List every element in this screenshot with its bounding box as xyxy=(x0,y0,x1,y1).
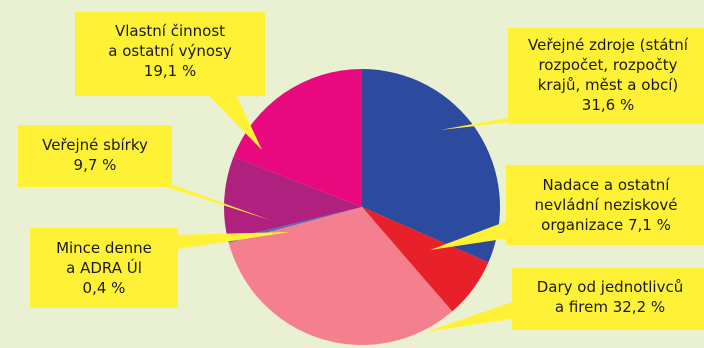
callout-label-line: organizace 7,1 % xyxy=(541,216,671,234)
callout-box-0 xyxy=(508,28,704,124)
callout-box-4 xyxy=(18,125,172,187)
callout-label-line: rozpočet, rozpočty xyxy=(538,56,677,74)
callout-box-3 xyxy=(30,228,178,308)
callout-5: Vlastní činnost a ostatní výnosy 19,1 % xyxy=(75,12,265,150)
callout-label-0: Veřejné zdroje (státní rozpočet, rozpočty… xyxy=(528,36,689,114)
callout-0: Veřejné zdroje (státní rozpočet, rozpočty… xyxy=(440,28,704,130)
callout-label-line: krajů, měst a obcí) xyxy=(538,76,679,94)
callout-label-line: Veřejné sbírky xyxy=(42,136,148,154)
pie-slice-4 xyxy=(224,156,362,240)
callout-label-line: Mince denne xyxy=(56,239,152,257)
callout-label-line: a firem 32,2 % xyxy=(555,298,665,316)
callout-pointer-4 xyxy=(150,182,270,220)
callout-pointer-2 xyxy=(425,300,518,332)
pie-slice-5 xyxy=(233,69,362,207)
callout-label-2: Dary od jednotlivců a firem 32,2 % xyxy=(537,278,683,316)
callout-label-5: Vlastní činnost a ostatní výnosy 19,1 % xyxy=(108,22,232,80)
callout-4: Veřejné sbírky 9,7 % xyxy=(18,125,270,220)
callout-pointer-1 xyxy=(430,220,510,250)
callout-label-3: Mince denne a ADRA Úl 0,4 % xyxy=(56,239,152,297)
callout-3: Mince denne a ADRA Úl 0,4 % xyxy=(30,228,290,308)
callout-label-4: Veřejné sbírky 9,7 % xyxy=(42,136,148,174)
callout-pointer-5 xyxy=(205,92,262,150)
pie-slices xyxy=(224,69,500,346)
callout-label-line: 19,1 % xyxy=(144,62,196,80)
callout-box-1 xyxy=(506,165,704,245)
callout-label-line: 9,7 % xyxy=(74,156,117,174)
callout-label-line: 0,4 % xyxy=(83,279,126,297)
pie-slice-2 xyxy=(228,207,453,346)
callout-label-line: Nadace a ostatní xyxy=(543,176,671,194)
callout-label-line: a ostatní výnosy xyxy=(108,42,232,60)
callouts: Veřejné zdroje (státní rozpočet, rozpočty… xyxy=(18,12,704,332)
callout-label-line: nevládní neziskové xyxy=(535,196,678,214)
callout-label-line: Dary od jednotlivců xyxy=(537,278,683,296)
callout-label-line: Veřejné zdroje (státní xyxy=(528,36,689,54)
callout-1: Nadace a ostatní nevládní neziskové organi… xyxy=(430,165,704,250)
callout-2: Dary od jednotlivců a firem 32,2 % xyxy=(425,268,704,332)
pie-slice-1 xyxy=(362,207,489,312)
callout-label-line: Vlastní činnost xyxy=(115,22,225,40)
callout-box-2 xyxy=(512,268,704,330)
callout-pointer-3 xyxy=(172,232,290,250)
callout-pointer-0 xyxy=(440,112,600,130)
callout-label-line: a ADRA Úl xyxy=(66,258,142,277)
pie-slice-0 xyxy=(362,69,500,263)
callout-label-line: 31,6 % xyxy=(582,96,634,114)
callout-box-5 xyxy=(75,12,265,96)
callout-label-1: Nadace a ostatní nevládní neziskové organi… xyxy=(535,176,678,234)
